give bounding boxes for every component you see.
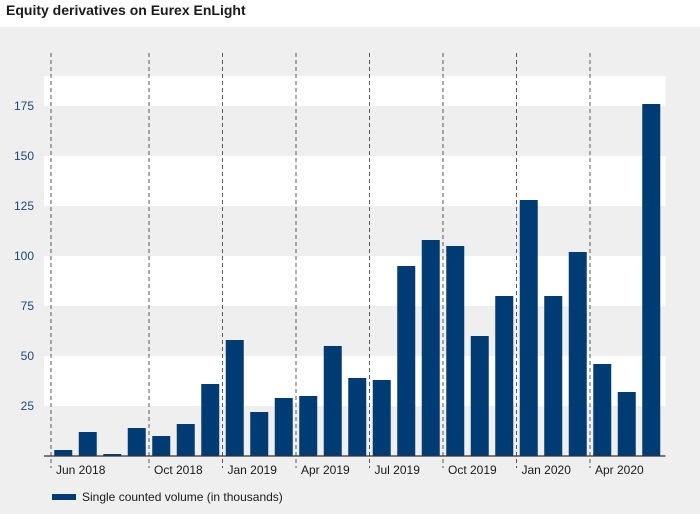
y-tick-label: 75 bbox=[21, 299, 35, 313]
x-tick-label: Jan 2020 bbox=[522, 463, 572, 477]
bar bbox=[176, 424, 195, 456]
bar bbox=[299, 396, 318, 456]
x-tick-label: Apr 2020 bbox=[595, 463, 644, 477]
legend-swatch bbox=[52, 494, 76, 500]
bar bbox=[470, 336, 489, 456]
x-tick-label: Oct 2018 bbox=[154, 463, 203, 477]
y-tick-label: 100 bbox=[14, 249, 34, 263]
x-tick-label: Oct 2019 bbox=[448, 463, 497, 477]
bar bbox=[54, 450, 73, 456]
bar bbox=[250, 412, 269, 456]
bar bbox=[568, 252, 587, 456]
bar bbox=[274, 398, 293, 456]
y-tick-label: 125 bbox=[14, 199, 34, 213]
x-tick-label: Jun 2018 bbox=[56, 463, 106, 477]
grid-band bbox=[44, 76, 666, 106]
bar bbox=[225, 340, 244, 456]
bar bbox=[127, 428, 146, 456]
bar bbox=[103, 454, 122, 456]
x-tick-label: Apr 2019 bbox=[301, 463, 350, 477]
y-tick-label: 175 bbox=[14, 99, 34, 113]
bar bbox=[446, 246, 465, 456]
page-title: Equity derivatives on Eurex EnLight bbox=[6, 2, 246, 18]
x-tick-label: Jul 2019 bbox=[375, 463, 421, 477]
bar bbox=[348, 378, 367, 456]
bar bbox=[617, 392, 636, 456]
y-tick-label: 150 bbox=[14, 149, 34, 163]
bar bbox=[421, 240, 440, 456]
y-tick-label: 50 bbox=[21, 349, 35, 363]
bar bbox=[642, 104, 661, 456]
bar bbox=[372, 380, 391, 456]
bar bbox=[323, 346, 342, 456]
y-tick-label: 25 bbox=[21, 399, 35, 413]
bar bbox=[519, 200, 538, 456]
bar-chart: 25 50 75 100 125 150 175 Jun 2018 Oct 2018 Jan 20… bbox=[14, 53, 666, 504]
legend-label: Single counted volume (in thousands) bbox=[82, 490, 283, 504]
bar bbox=[495, 296, 514, 456]
bar bbox=[593, 364, 612, 456]
x-tick-label: Jan 2019 bbox=[228, 463, 278, 477]
bar bbox=[152, 436, 171, 456]
grid-band bbox=[44, 156, 666, 206]
bar bbox=[397, 266, 416, 456]
chart-panel: 25 50 75 100 125 150 175 Jun 2018 Oct 2018 Jan 20… bbox=[0, 27, 700, 514]
bar bbox=[544, 296, 563, 456]
bar bbox=[78, 432, 97, 456]
bar bbox=[201, 384, 220, 456]
